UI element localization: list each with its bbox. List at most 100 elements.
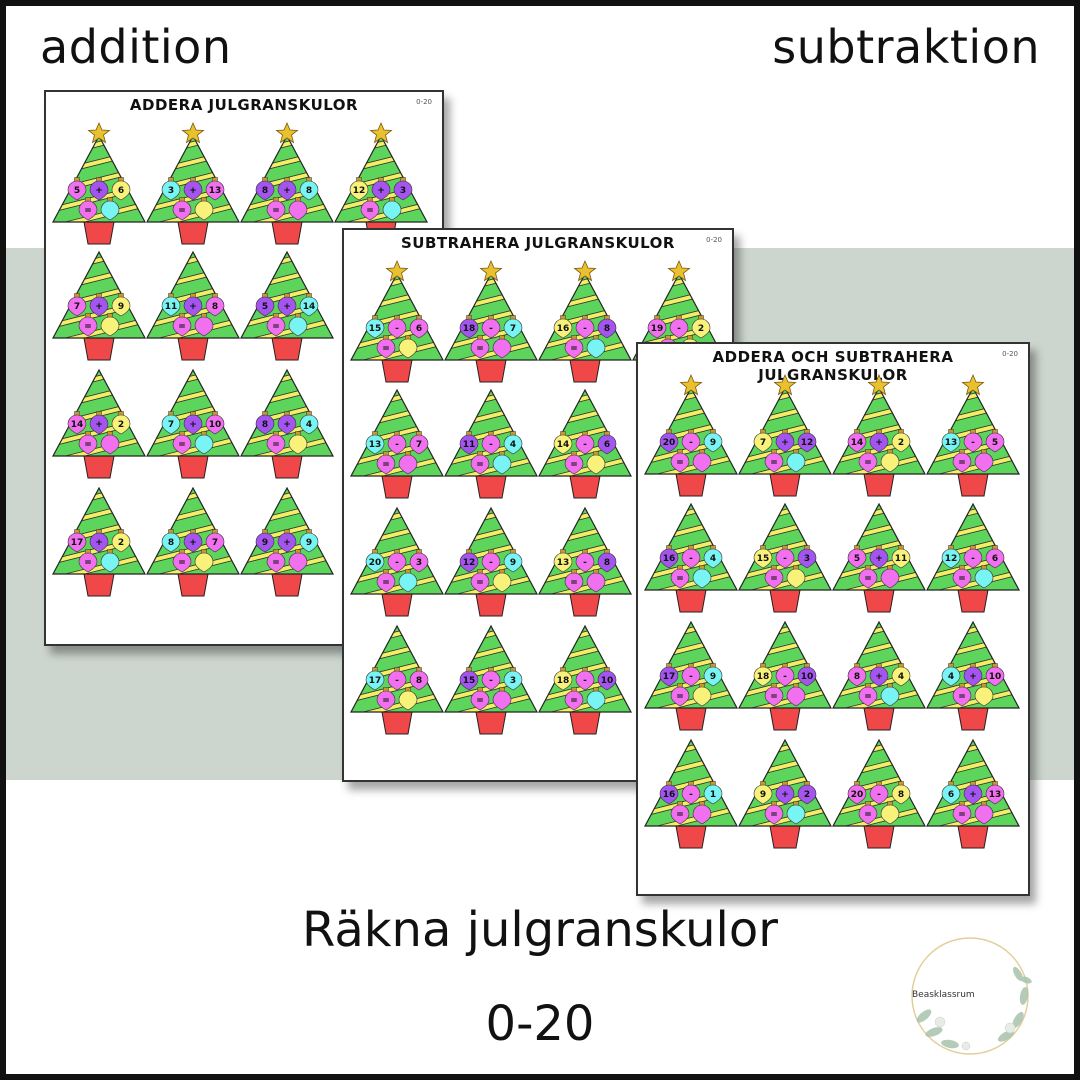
tree-problem: 8 +7 =: [145, 474, 241, 598]
ornament-operator: +: [277, 411, 297, 435]
ornament-second-number: 1: [703, 781, 723, 805]
ornament-first-number: 17: [67, 529, 87, 553]
ornament-operator: +: [277, 293, 297, 317]
ornament-equals: =: [78, 313, 98, 337]
ornament-second-number-text: 6: [416, 324, 422, 334]
ornament-operator-text: +: [283, 302, 291, 312]
ornament-equals: =: [470, 451, 490, 475]
ornament-operator: -: [681, 545, 701, 569]
ornament-first-number-text: 15: [463, 676, 476, 686]
ornament-second-number: 4: [503, 431, 523, 455]
ornament-operator-text: +: [283, 538, 291, 548]
ornament-equals-text: =: [770, 458, 778, 468]
ornament-second-number: 6: [597, 431, 617, 455]
tree-problem: 6 +13 =: [925, 726, 1021, 850]
ornament-second-number-text: 10: [801, 672, 814, 682]
ornament-answer-blank: [100, 197, 120, 221]
ornament-answer-blank: [880, 683, 900, 707]
ornament-first-number-text: 14: [71, 420, 84, 430]
ornament-second-number-text: 2: [898, 438, 904, 448]
ornament-first-number-text: 11: [463, 440, 476, 450]
ornament-operator: -: [575, 549, 595, 573]
ornament-first-number-text: 13: [369, 440, 382, 450]
ornament-first-number-text: 12: [353, 186, 366, 196]
ornament-second-number-text: 5: [992, 438, 998, 448]
ornament-second-number-text: 4: [710, 554, 716, 564]
ornament-operator-text: +: [95, 186, 103, 196]
ornament-second-number-text: 9: [306, 538, 312, 548]
ornament-answer-blank: [492, 451, 512, 475]
ornament-first-number-text: 8: [262, 186, 268, 196]
ornament-second-number-text: 1: [710, 790, 716, 800]
ornament-operator-text: -: [395, 440, 399, 450]
ornament-first-number-text: 6: [948, 790, 954, 800]
ornament-second-number-text: 6: [992, 554, 998, 564]
tree-problem: 12 - 6 =: [925, 490, 1021, 614]
ornament-equals-text: =: [272, 322, 280, 332]
tree-problem: 16 - 4 =: [643, 490, 739, 614]
ornament-answer-blank: [692, 801, 712, 825]
ornament-first-number-text: 9: [262, 538, 268, 548]
ornament-operator: -: [681, 663, 701, 687]
tree-problem: 7 +10 =: [145, 356, 241, 480]
ornament-first-number-text: 20: [369, 558, 382, 568]
ornament-operator: -: [481, 315, 501, 339]
ornament-second-number: 9: [703, 429, 723, 453]
ornament-operator: -: [481, 667, 501, 691]
tree-problem: 5 +14 =: [239, 238, 335, 362]
ornament-equals-text: =: [770, 692, 778, 702]
tree-problem: 11 +8 =: [145, 238, 241, 362]
ornament-second-number: 8: [597, 315, 617, 339]
ornament-second-number-text: 10: [209, 420, 222, 430]
ornament-operator-text: +: [781, 438, 789, 448]
ornament-operator: +: [183, 293, 203, 317]
tree-problem: 16 - 1 =: [643, 726, 739, 850]
ornament-first-number-text: 18: [757, 672, 770, 682]
ornament-second-number: 7: [503, 315, 523, 339]
ornament-second-number-text: 10: [601, 676, 614, 686]
ornament-answer-blank: [398, 687, 418, 711]
ornament-second-number-text: 7: [510, 324, 516, 334]
ornament-equals-text: =: [476, 578, 484, 588]
ornament-second-number: 6: [409, 315, 429, 339]
addition-label: addition: [40, 20, 232, 74]
ornament-answer-blank: [586, 335, 606, 359]
ornament-first-number: 15: [365, 315, 385, 339]
tree-problem: 11 - 4 =: [443, 376, 539, 500]
ornament-equals: =: [172, 313, 192, 337]
tree-problem: 9 +2 =: [737, 726, 833, 850]
ornament-operator-text: -: [877, 790, 881, 800]
ornament-second-number: 2: [797, 781, 817, 805]
ornament-equals: =: [670, 565, 690, 589]
ornament-operator: -: [963, 429, 983, 453]
ornament-first-number-text: 12: [463, 558, 476, 568]
ornament-operator-text: +: [969, 672, 977, 682]
ornament-answer-blank: [492, 569, 512, 593]
tree-problem: 15 - 3 =: [737, 490, 833, 614]
ornament-equals: =: [376, 687, 396, 711]
ornament-second-number: 11: [891, 545, 911, 569]
tree-problem: 13 - 5 =: [925, 373, 1021, 498]
wreath-icon: [911, 937, 1032, 1055]
tree-problem: 13 - 7 =: [349, 376, 445, 500]
christmas-tree-icon: 12 - 9 =: [443, 506, 539, 617]
tree-problem: 3 +13 =: [145, 121, 241, 246]
ornament-equals-text: =: [382, 460, 390, 470]
ornament-second-number-text: 2: [698, 324, 704, 334]
ornament-operator-text: -: [689, 790, 693, 800]
star-icon: [181, 121, 205, 144]
ornament-operator: -: [481, 549, 501, 573]
ornament-equals: =: [952, 801, 972, 825]
tree-problem: 8 +4 =: [831, 608, 927, 732]
ornament-operator: +: [775, 781, 795, 805]
ornament-operator: -: [387, 549, 407, 573]
ornament-equals: =: [952, 683, 972, 707]
ornament-operator-text: +: [875, 672, 883, 682]
ornament-operator-text: -: [677, 324, 681, 334]
ornament-first-number: 9: [255, 529, 275, 553]
ornament-answer-blank: [786, 683, 806, 707]
worksheet-range: 0-20: [1002, 350, 1018, 358]
ornament-equals-text: =: [570, 696, 578, 706]
ornament-first-number: 5: [67, 177, 87, 201]
ornament-first-number: 17: [365, 667, 385, 691]
